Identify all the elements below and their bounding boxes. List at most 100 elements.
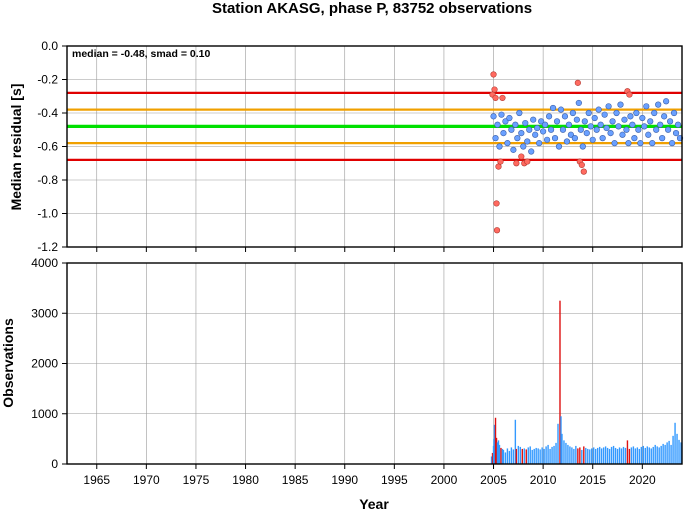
observation-bar bbox=[652, 446, 654, 464]
outlier-point bbox=[497, 158, 504, 165]
residual-point bbox=[585, 109, 592, 117]
observation-bar bbox=[565, 442, 567, 464]
x-tick-label: 1980 bbox=[232, 473, 259, 487]
outlier-point bbox=[580, 168, 587, 175]
residual-point bbox=[625, 140, 632, 147]
x-tick-label: 1985 bbox=[282, 473, 309, 487]
residual-point bbox=[587, 123, 594, 130]
residual-point bbox=[577, 126, 584, 133]
observation-bars bbox=[490, 300, 682, 464]
x-axis-label: Year bbox=[359, 496, 389, 511]
observation-bar-outlier bbox=[577, 448, 579, 464]
observation-bar bbox=[591, 448, 593, 464]
observation-bar bbox=[560, 416, 562, 464]
observation-bar bbox=[533, 448, 535, 464]
observations-y-tick-label: 3000 bbox=[31, 306, 58, 320]
outlier-point bbox=[490, 71, 497, 78]
observation-bar bbox=[624, 447, 627, 464]
residual-point bbox=[670, 109, 678, 117]
residual-point bbox=[663, 98, 670, 105]
residual-point bbox=[635, 126, 642, 133]
observation-bar bbox=[630, 447, 633, 464]
observation-bar-outlier bbox=[491, 452, 494, 464]
residual-point bbox=[649, 140, 656, 147]
observation-bar bbox=[575, 445, 577, 464]
observation-bar bbox=[514, 419, 517, 464]
observation-bar bbox=[497, 440, 500, 464]
observation-bar bbox=[666, 442, 668, 464]
observation-bar bbox=[581, 449, 583, 464]
residual-point bbox=[555, 143, 563, 150]
observation-bar bbox=[614, 447, 617, 464]
observation-bar bbox=[535, 447, 537, 464]
residual-y-tick-label: -1.0 bbox=[37, 207, 58, 221]
observation-bar bbox=[662, 443, 664, 464]
observations-y-tick-label: 1000 bbox=[31, 407, 58, 421]
observation-bar bbox=[593, 447, 595, 464]
x-tick-label: 1995 bbox=[381, 473, 408, 487]
residual-point bbox=[655, 101, 662, 108]
outlier-point bbox=[493, 227, 501, 234]
residual-point bbox=[668, 140, 676, 147]
observation-bar bbox=[504, 452, 507, 464]
residual-point bbox=[538, 118, 545, 125]
outlier-point bbox=[492, 94, 499, 102]
residual-point bbox=[520, 143, 527, 150]
residual-point bbox=[504, 140, 511, 147]
residual-point bbox=[547, 126, 555, 133]
residual-point bbox=[597, 121, 604, 128]
observation-bar bbox=[634, 448, 637, 464]
residual-point bbox=[623, 126, 630, 133]
observation-bar bbox=[545, 446, 547, 464]
observation-bar bbox=[585, 447, 587, 464]
residual-point bbox=[528, 148, 535, 155]
observation-bar bbox=[569, 446, 571, 464]
observation-bar bbox=[587, 448, 589, 464]
observation-bar-outlier bbox=[495, 437, 498, 464]
residual-point bbox=[631, 135, 638, 142]
observation-bar bbox=[658, 447, 660, 464]
residual-point bbox=[498, 111, 505, 118]
observation-bar bbox=[596, 447, 599, 464]
residual-point bbox=[561, 113, 569, 120]
residual-y-tick-label: -0.4 bbox=[37, 106, 58, 120]
residual-y-tick-label: -0.6 bbox=[37, 140, 58, 154]
residual-point bbox=[557, 106, 565, 113]
residual-point bbox=[674, 121, 682, 128]
stats-annotation: median = -0.48, smad = 0.10 bbox=[72, 48, 210, 60]
observation-bar bbox=[506, 448, 509, 464]
x-tick-label: 2015 bbox=[579, 473, 606, 487]
observation-bar bbox=[547, 444, 549, 464]
residual-point bbox=[516, 109, 523, 117]
outlier-point bbox=[524, 158, 531, 165]
observation-bar bbox=[642, 445, 645, 464]
residual-point bbox=[639, 114, 646, 122]
residual-point bbox=[601, 111, 608, 118]
observation-bar bbox=[549, 448, 551, 464]
observation-bar bbox=[676, 433, 678, 464]
observation-bar bbox=[519, 446, 522, 464]
residual-y-axis-label: Median residual [s] bbox=[8, 84, 24, 211]
outlier-point bbox=[491, 86, 498, 93]
observation-bar bbox=[531, 449, 533, 464]
observation-bar-outlier bbox=[521, 448, 523, 464]
residual-point bbox=[629, 121, 636, 128]
residual-point bbox=[593, 126, 600, 133]
residual-point bbox=[536, 140, 543, 147]
residual-y-tick-label: 0.0 bbox=[41, 39, 58, 53]
residual-point bbox=[607, 130, 614, 137]
residual-point bbox=[653, 126, 660, 133]
observation-bar bbox=[606, 447, 609, 464]
observation-bar bbox=[502, 449, 505, 464]
observation-bar bbox=[650, 448, 652, 464]
residual-point bbox=[573, 116, 580, 123]
observation-bar bbox=[602, 447, 605, 464]
observation-bar bbox=[598, 446, 601, 464]
observation-bar-outlier bbox=[525, 449, 527, 464]
residual-point bbox=[512, 121, 519, 128]
observations-ticks: 1965 1970 1975 1980 1985 1990 1995 2000 2005 2010… bbox=[31, 256, 656, 487]
observation-bar bbox=[632, 446, 635, 464]
observation-bar bbox=[620, 448, 623, 464]
residual-point bbox=[615, 123, 622, 130]
